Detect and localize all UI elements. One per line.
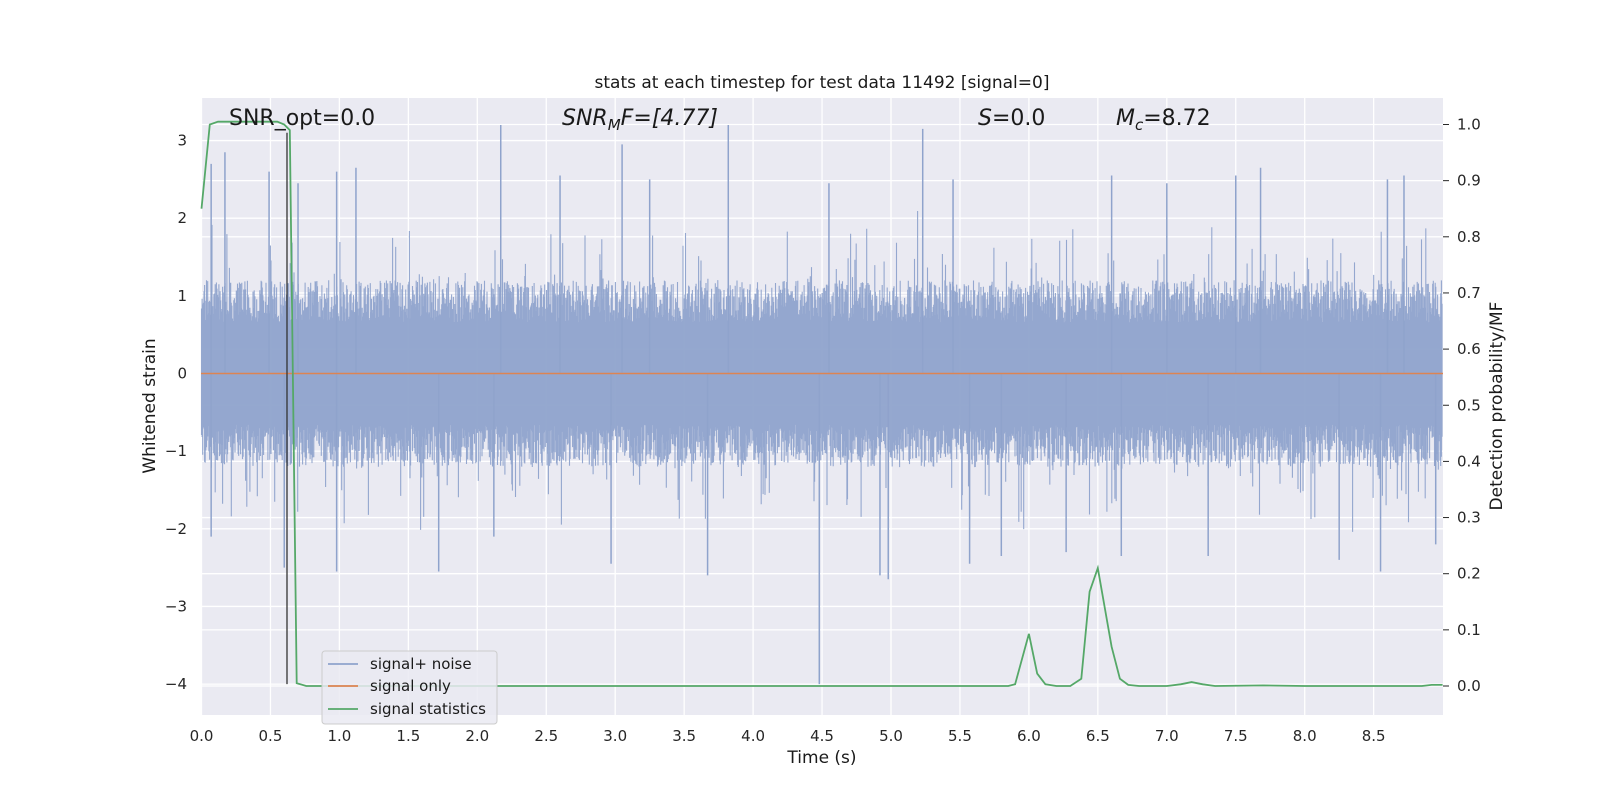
y2-tick-label: 0.3	[1457, 509, 1481, 527]
x-tick-label: 7.5	[1224, 727, 1248, 745]
x-axis-label: Time (s)	[786, 748, 856, 768]
y2-tick-label: 0.5	[1457, 396, 1481, 414]
y2-tick-label: 0.6	[1457, 340, 1481, 358]
legend-label-signal-noise: signal+ noise	[370, 655, 472, 673]
annotation-mc-var: M	[1116, 106, 1135, 131]
annotation-snr-mf-rest: F=[4.77]	[621, 106, 718, 131]
y-tick-label: 2	[177, 209, 187, 227]
x-tick-label: 6.5	[1086, 727, 1110, 745]
y2-tick-label: 0.8	[1457, 228, 1481, 246]
y2-tick-label: 0.4	[1457, 452, 1481, 470]
y-tick-label: −2	[165, 520, 187, 538]
x-tick-label: 5.5	[948, 727, 972, 745]
y2-tick-label: 0.2	[1457, 565, 1481, 583]
y2-tick-label: 0.9	[1457, 172, 1481, 190]
y2-axis-ticks: 1.0 0.9 0.8 0.7 0.6 0.5 0.4 0.3 0.2 0.1 0.0	[1443, 116, 1481, 695]
x-tick-label: 4.5	[810, 727, 834, 745]
x-tick-label: 4.0	[741, 727, 765, 745]
x-axis-ticks: 0.0 0.5 1.0 1.5 2.0 2.5 3.0 3.5 4.0 4.5 5.0 5.5 6.0 6…	[190, 727, 1386, 745]
x-tick-label: 2.5	[534, 727, 558, 745]
y-tick-label: −3	[165, 597, 187, 615]
x-tick-label: 3.0	[603, 727, 627, 745]
legend-box	[321, 650, 498, 725]
x-tick-label: 5.0	[879, 727, 903, 745]
x-tick-label: 3.5	[672, 727, 696, 745]
annotation-mc-rest: =8.72	[1143, 106, 1210, 131]
y-axis-ticks: 3 2 1 0 −1 −2 −3 −4	[165, 132, 187, 694]
x-tick-label: 6.0	[1017, 727, 1041, 745]
noise-trace	[200, 211, 1443, 532]
annotation-snr-mf: SNRMF=[4.77]	[562, 106, 718, 134]
annotation-snr-mf-sub: M	[608, 116, 621, 134]
annotation-snr-opt: SNR_opt=0.0	[229, 106, 375, 131]
x-tick-label: 8.5	[1362, 727, 1386, 745]
x-tick-label: 1.0	[327, 727, 351, 745]
y-tick-label: −1	[165, 442, 187, 460]
x-tick-label: 1.5	[396, 727, 420, 745]
y-tick-label: 0	[177, 365, 187, 383]
series-signal-noise	[200, 125, 1443, 685]
series-signal-statistics	[200, 120, 1443, 687]
y2-tick-label: 1.0	[1457, 116, 1481, 134]
annotation-s-var: S	[978, 106, 992, 131]
x-tick-label: 2.0	[465, 727, 489, 745]
annotation-mc-sub: c	[1135, 116, 1144, 134]
x-tick-label: 0.0	[190, 727, 214, 745]
y-tick-label: −4	[165, 675, 187, 693]
y2-tick-label: 0.1	[1457, 621, 1481, 639]
annotation-s: S=0.0	[978, 106, 1045, 131]
y-axis-label: Whitened strain	[140, 338, 160, 473]
annotation-snr-mf-base: SNR	[562, 106, 608, 131]
legend-label-signal-statistics: signal statistics	[370, 700, 486, 718]
annotation-mc: Mc=8.72	[1116, 106, 1211, 134]
y2-tick-label: 0.7	[1457, 284, 1481, 302]
y-tick-label: 3	[177, 132, 187, 150]
x-tick-label: 8.0	[1293, 727, 1317, 745]
legend: signal+ noise signal only signal statist…	[321, 650, 498, 725]
x-tick-label: 7.0	[1155, 727, 1179, 745]
legend-label-signal-only: signal only	[370, 677, 451, 695]
y2-axis-label: Detection probability/MF	[1487, 302, 1507, 511]
y-tick-label: 1	[177, 287, 187, 305]
y2-tick-label: 0.0	[1457, 677, 1481, 695]
annotation-s-rest: =0.0	[992, 106, 1045, 131]
x-tick-label: 0.5	[259, 727, 283, 745]
chart-title: stats at each timestep for test data 114…	[595, 73, 1050, 93]
